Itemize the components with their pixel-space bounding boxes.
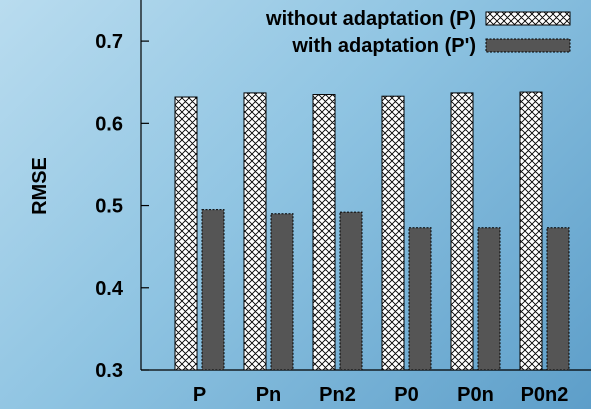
legend-label-without-adaptation: without adaptation (P) [265,8,476,30]
bar-with-adaptation-p0 [408,227,432,371]
legend-swatch-without-adaptation [485,11,571,26]
y-tick-label: 0.3 [95,360,123,382]
x-tick-label-pn: Pn [256,384,282,406]
x-axis-ticks: P Pn Pn2 P0 P0n P0n2 [193,384,569,406]
x-tick-label-p0n: P0n [457,384,494,406]
x-tick-label-p0n2: P0n2 [521,384,569,406]
bar-with-adaptation-p0n2 [546,227,570,371]
x-tick-label-p0: P0 [394,384,418,406]
bar-with-adaptation-pn [270,213,294,371]
bars [174,91,570,371]
legend: without adaptation (P) with adaptation (P… [265,8,571,57]
y-tick-label: 0.5 [95,196,123,218]
bar-without-adaptation-p0n [450,92,474,371]
x-tick-label-p: P [193,384,206,406]
bar-with-adaptation-p [201,209,225,371]
y-tick-label: 0.7 [95,31,123,53]
y-tick-label: 0.6 [95,113,123,135]
legend-swatch-with-adaptation [485,38,571,53]
bar-without-adaptation-pn2 [312,94,336,371]
y-tick-label: 0.4 [95,278,124,300]
bar-with-adaptation-pn2 [339,211,363,371]
bar-without-adaptation-p0 [381,95,405,371]
bar-without-adaptation-p0n2 [519,91,543,371]
y-axis-label: RMSE [29,157,51,215]
x-tick-label-pn2: Pn2 [319,384,356,406]
legend-label-with-adaptation: with adaptation (P') [291,35,476,57]
bar-without-adaptation-p [174,96,198,371]
bar-without-adaptation-pn [243,92,267,371]
bar-with-adaptation-p0n [477,227,501,371]
